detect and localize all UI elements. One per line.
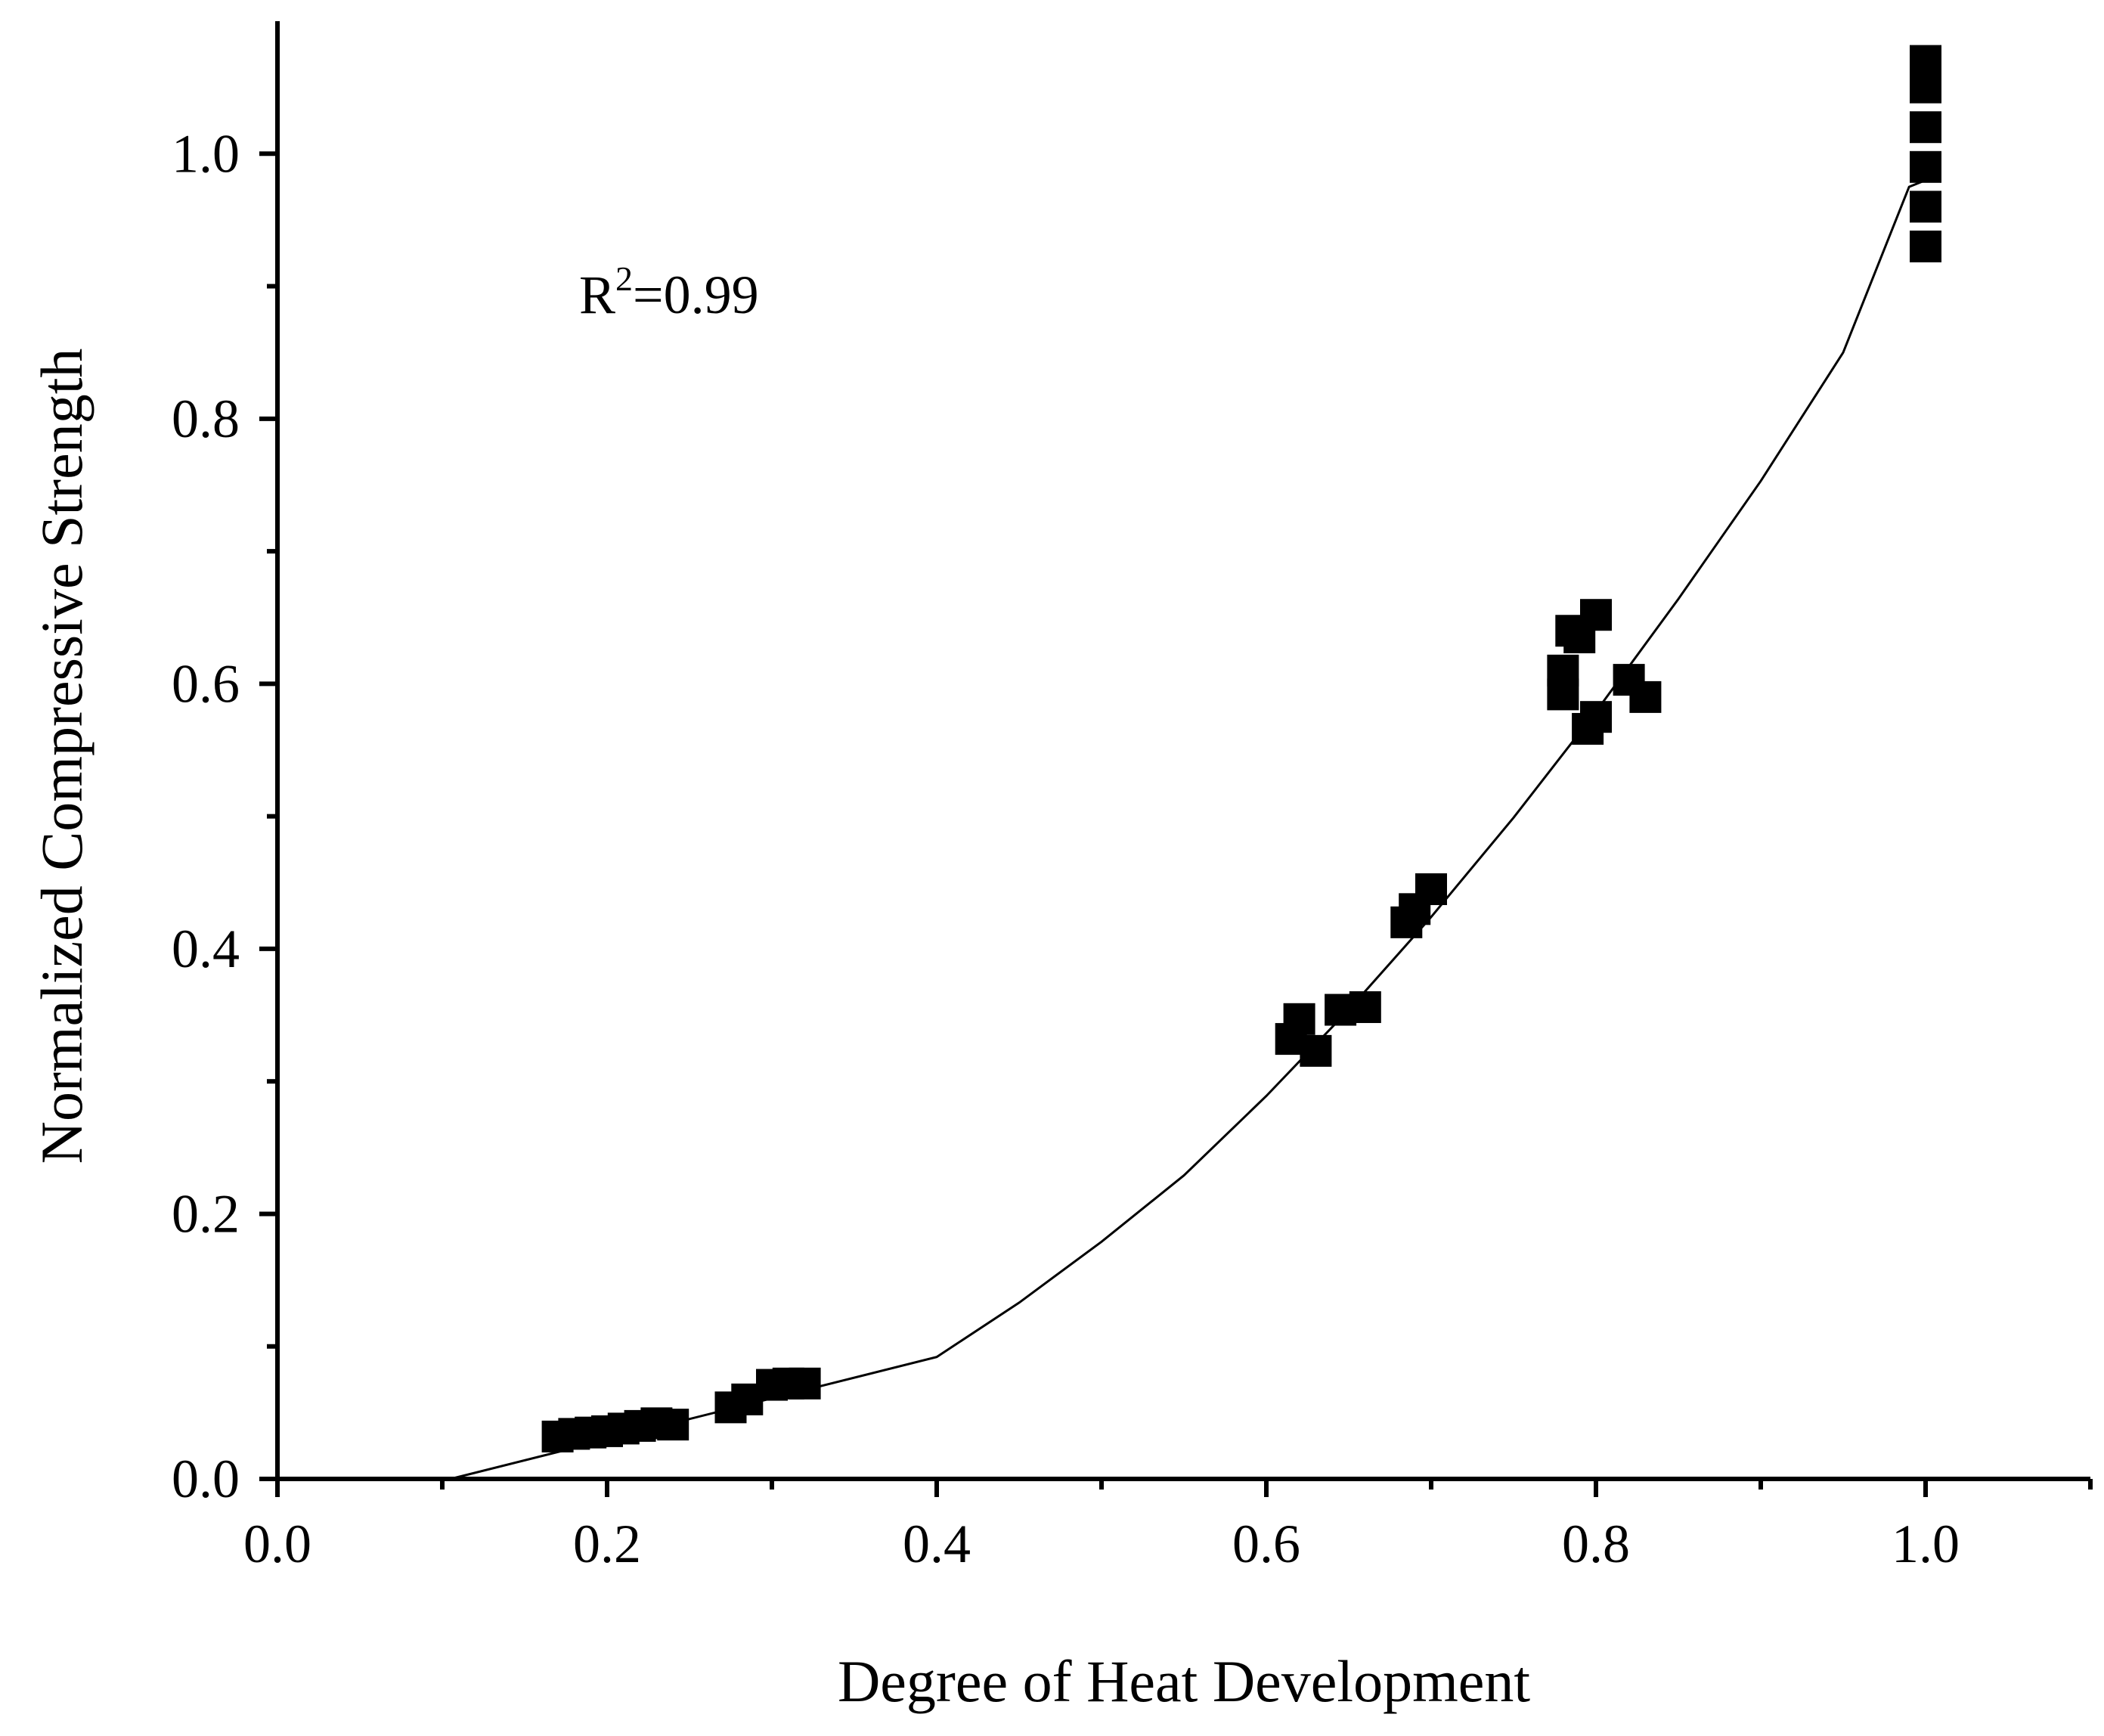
- y-tick-label: 0.4: [172, 919, 240, 979]
- axes: [275, 21, 2090, 1481]
- data-point: [1283, 1003, 1315, 1035]
- data-point: [1580, 599, 1612, 631]
- data-point: [1910, 150, 1941, 183]
- tick-labels: 0.0 0.2 0.4 0.6 0.8 1.0 0.0 0.2 0.4 0.6 0.8 1.0: [172, 123, 1960, 1574]
- r-squared-sup: 2: [615, 259, 633, 298]
- x-axis-title: Degree of Heat Development: [838, 1648, 1530, 1714]
- data-point: [1349, 991, 1381, 1024]
- r-squared-value: =0.99: [633, 265, 759, 325]
- y-tick-label: 0.0: [172, 1449, 240, 1509]
- marker-layer: [541, 45, 1941, 1452]
- x-tick-label: 1.0: [1892, 1514, 1960, 1574]
- r-squared-annotation: R2=0.99: [579, 259, 759, 325]
- data-point: [657, 1409, 689, 1441]
- x-tick-label: 0.0: [243, 1514, 311, 1574]
- fit-curve: [450, 178, 1926, 1480]
- fit-layer: [450, 178, 1926, 1480]
- y-tick-label: 1.0: [172, 123, 240, 184]
- x-tick-label: 0.4: [903, 1514, 971, 1574]
- data-point: [1910, 71, 1941, 104]
- data-point: [1910, 111, 1941, 144]
- data-point: [789, 1367, 821, 1400]
- x-tick-label: 0.6: [1232, 1514, 1300, 1574]
- data-point: [1910, 45, 1941, 77]
- data-point: [1547, 654, 1579, 687]
- y-axis-title: Normalized Compressive Strength: [29, 349, 95, 1164]
- data-point: [1300, 1034, 1332, 1067]
- x-tick-label: 0.2: [573, 1514, 641, 1574]
- data-point: [1910, 191, 1941, 223]
- data-point: [1629, 680, 1662, 713]
- r-squared-base: R: [579, 265, 615, 325]
- data-point: [1910, 230, 1941, 262]
- y-tick-label: 0.6: [172, 653, 240, 714]
- data-point: [1580, 701, 1612, 733]
- y-tick-label: 0.8: [172, 389, 240, 449]
- y-tick-label: 0.2: [172, 1183, 240, 1244]
- x-tick-label: 0.8: [1562, 1514, 1630, 1574]
- ticks: [259, 151, 2093, 1497]
- data-point: [1415, 873, 1447, 906]
